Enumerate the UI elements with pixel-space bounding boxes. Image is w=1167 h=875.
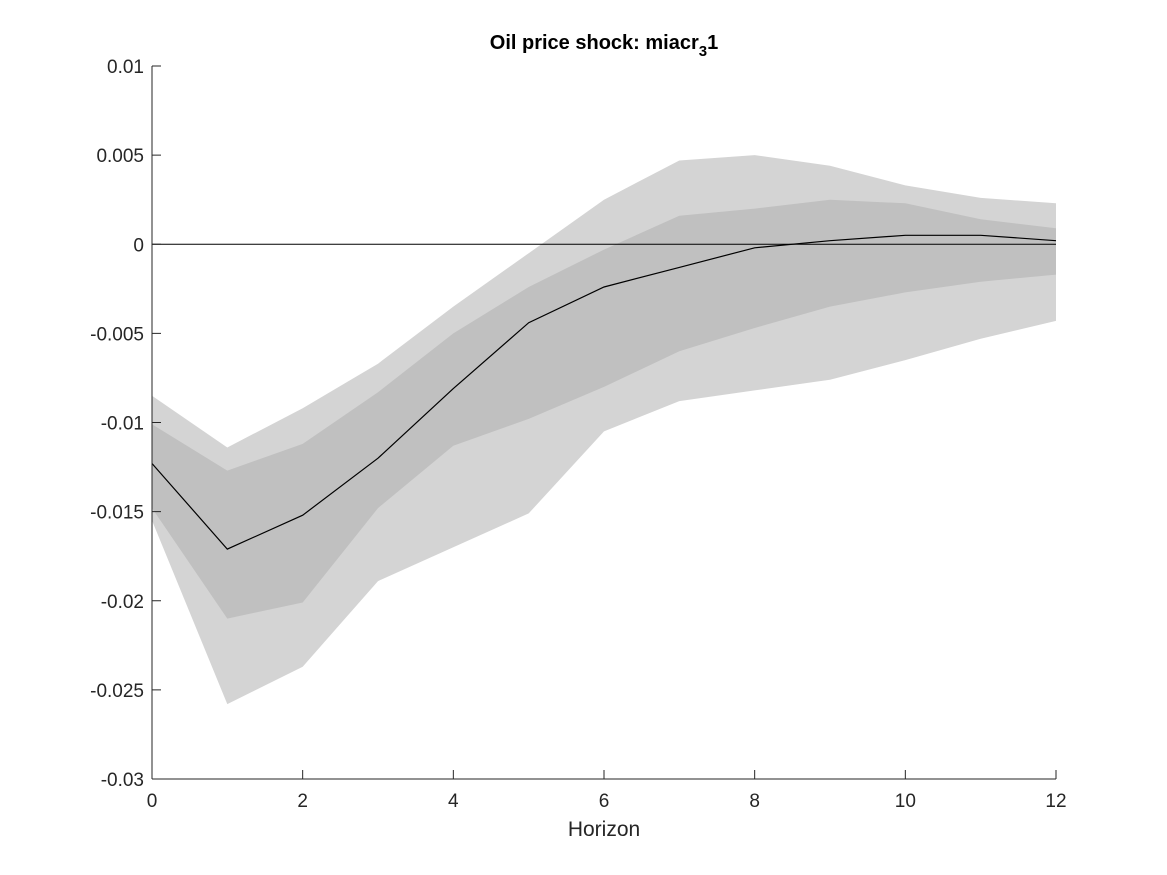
confidence-bands (152, 155, 1056, 705)
x-tick-label: 12 (1045, 791, 1066, 812)
y-axis-ticks: 0.01 0.005 0 -0.005 -0.01 -0.015 -0.02 -0.025 -0… (90, 57, 161, 791)
y-tick-label: -0.015 (90, 503, 144, 524)
x-axis-ticks: 0 2 4 6 8 10 12 (147, 770, 1067, 812)
x-tick-label: 10 (895, 791, 916, 812)
y-tick-label: -0.025 (90, 681, 144, 702)
x-tick-label: 0 (147, 791, 158, 812)
x-tick-label: 8 (749, 791, 760, 812)
plot-area (151, 155, 1057, 705)
series-lines (151, 234, 1057, 550)
x-axis-label: Horizon (568, 818, 640, 841)
chart-title-suffix: 1 (707, 32, 718, 54)
y-tick-label: 0 (133, 235, 144, 256)
median-response-line (151, 234, 1057, 550)
inner-confidence-band (152, 199, 1056, 619)
chart-title-main: Oil price shock: miacr (490, 32, 699, 54)
y-tick-label: -0.005 (90, 324, 144, 345)
chart-title-subscript: 3 (699, 43, 707, 60)
y-tick-label: -0.03 (101, 770, 144, 791)
y-tick-label: 0.01 (107, 57, 144, 78)
x-tick-label: 2 (297, 791, 308, 812)
y-tick-label: -0.01 (101, 414, 144, 435)
chart-title: Oil price shock: miacr31 (490, 32, 718, 60)
y-tick-label: 0.005 (96, 146, 144, 167)
x-tick-label: 6 (599, 791, 610, 812)
x-tick-label: 4 (448, 791, 459, 812)
y-tick-label: -0.02 (101, 592, 144, 613)
